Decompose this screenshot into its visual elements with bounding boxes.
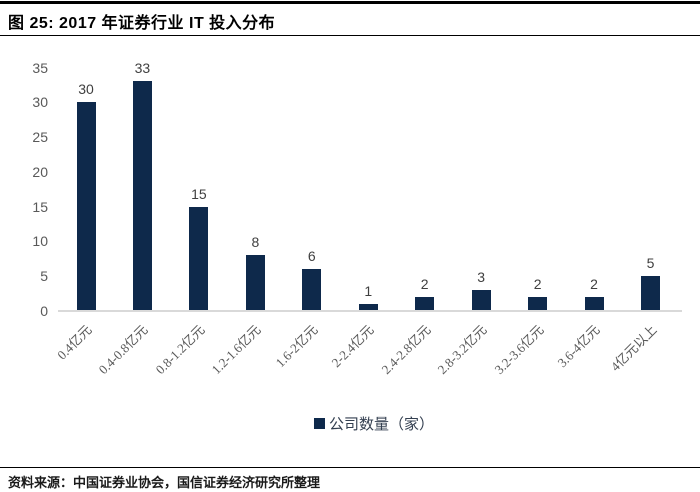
data-label: 33: [134, 60, 151, 77]
y-axis-tick-label: 0: [40, 303, 48, 319]
bar-chart: 0 5 10 15 20 25 30 35 30 0.4亿元 33 0.4-0.8亿元 15 0.8-1.…: [32, 59, 682, 378]
data-label: 2: [533, 276, 542, 293]
legend-swatch: [313, 417, 325, 429]
bar-2-2.4亿元: [358, 304, 378, 310]
x-axis-line: [58, 310, 682, 312]
y-axis-tick-label: 30: [32, 94, 48, 111]
data-label: 5: [646, 255, 655, 272]
bar-2.8-3.2亿元: [471, 290, 491, 310]
bar-0.4亿元: [76, 102, 96, 310]
y-axis-tick-label: 5: [40, 268, 48, 285]
data-label: 2: [420, 276, 429, 293]
bar-0.4-0.8亿元: [132, 81, 152, 310]
title-divider: [0, 35, 700, 36]
bar-3.2-3.6亿元: [528, 297, 548, 310]
y-axis-tick-label: 35: [32, 59, 48, 76]
bar-3.6-4亿元: [584, 297, 604, 310]
y-axis-tick-label: 20: [32, 163, 48, 180]
x-axis-category-label: 3.6-4亿元: [554, 322, 603, 371]
data-label: 30: [78, 81, 94, 98]
data-label: 1: [364, 283, 373, 300]
data-label: 15: [191, 185, 207, 202]
data-label: 2: [590, 276, 598, 293]
x-axis-category-label: 3.2-3.6亿元: [491, 322, 547, 378]
source-note: 资料来源：中国证券业协会，国信证券经济研究所整理: [8, 475, 321, 490]
y-axis-tick-label: 25: [32, 129, 48, 146]
bar-1.6-2亿元: [302, 269, 322, 310]
y-axis-tick-label: 15: [32, 198, 48, 215]
data-label: 8: [251, 234, 260, 251]
x-axis-category-label: 0.4-0.8亿元: [96, 322, 152, 378]
x-axis-category-label: 0.8-1.2亿元: [152, 322, 208, 378]
y-axis-tick-label: 10: [32, 233, 48, 250]
legend-label: 公司数量（家）: [328, 416, 435, 433]
figure-title: 图 25: 2017 年证券行业 IT 投入分布: [8, 15, 276, 32]
bar-4亿元以上: [641, 276, 660, 310]
data-label: 3: [477, 269, 486, 286]
bar-2.4-2.8亿元: [415, 297, 435, 310]
x-axis-category-label: 1.2-1.6亿元: [208, 322, 264, 378]
bar-0.8-1.2亿元: [189, 206, 209, 310]
x-axis-category-label: 1.6-2亿元: [272, 322, 321, 371]
top-rule: [0, 1, 700, 4]
x-axis-category-label: 4亿元以上: [607, 322, 660, 374]
bar-1.2-1.6亿元: [245, 255, 265, 310]
footer-divider: [0, 467, 700, 468]
data-label: 6: [307, 248, 316, 265]
chart-legend: 公司数量（家）: [313, 412, 435, 434]
